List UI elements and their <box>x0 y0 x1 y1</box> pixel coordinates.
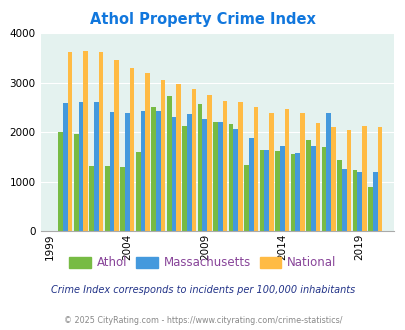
Bar <box>120 167 125 231</box>
Bar <box>305 140 310 231</box>
Bar <box>253 107 258 231</box>
Bar <box>140 111 145 231</box>
Bar <box>217 122 222 231</box>
Bar <box>207 95 211 231</box>
Legend: Athol, Massachusetts, National: Athol, Massachusetts, National <box>64 252 341 274</box>
Bar <box>377 127 381 231</box>
Bar <box>228 124 233 231</box>
Bar <box>145 73 149 231</box>
Bar <box>367 187 372 231</box>
Bar <box>295 153 299 231</box>
Bar <box>244 165 248 231</box>
Text: Crime Index corresponds to incidents per 100,000 inhabitants: Crime Index corresponds to incidents per… <box>51 285 354 295</box>
Text: Athol Property Crime Index: Athol Property Crime Index <box>90 12 315 26</box>
Bar <box>213 122 217 231</box>
Bar <box>284 109 288 231</box>
Bar <box>356 172 361 231</box>
Bar <box>109 112 114 231</box>
Bar <box>104 166 109 231</box>
Bar <box>160 80 165 231</box>
Bar <box>136 152 140 231</box>
Bar <box>202 119 207 231</box>
Bar <box>290 154 295 231</box>
Bar <box>330 127 335 231</box>
Bar <box>125 113 129 231</box>
Bar <box>129 68 134 231</box>
Bar <box>315 123 320 231</box>
Bar <box>341 169 346 231</box>
Bar <box>74 135 78 231</box>
Bar <box>352 170 356 231</box>
Bar <box>78 102 83 231</box>
Bar <box>83 51 87 231</box>
Bar <box>197 104 202 231</box>
Bar <box>171 117 176 231</box>
Bar <box>94 102 98 231</box>
Bar <box>89 166 94 231</box>
Bar <box>176 84 180 231</box>
Bar <box>269 113 273 231</box>
Text: © 2025 CityRating.com - https://www.cityrating.com/crime-statistics/: © 2025 CityRating.com - https://www.city… <box>64 316 341 325</box>
Bar <box>233 129 238 231</box>
Bar <box>361 126 366 231</box>
Bar <box>275 151 279 231</box>
Bar <box>182 126 187 231</box>
Bar <box>187 114 191 231</box>
Bar <box>248 138 253 231</box>
Bar <box>98 52 103 231</box>
Bar <box>279 147 284 231</box>
Bar <box>151 107 156 231</box>
Bar <box>238 102 242 231</box>
Bar <box>166 96 171 231</box>
Bar <box>191 89 196 231</box>
Bar <box>58 132 63 231</box>
Bar <box>264 150 269 231</box>
Bar <box>63 103 68 231</box>
Bar <box>156 111 160 231</box>
Bar <box>299 113 304 231</box>
Bar <box>321 147 326 231</box>
Bar <box>259 150 264 231</box>
Bar <box>337 160 341 231</box>
Bar <box>346 130 350 231</box>
Bar <box>310 146 315 231</box>
Bar <box>114 60 119 231</box>
Bar <box>326 113 330 231</box>
Bar <box>68 52 72 231</box>
Bar <box>222 101 227 231</box>
Bar <box>372 172 377 231</box>
